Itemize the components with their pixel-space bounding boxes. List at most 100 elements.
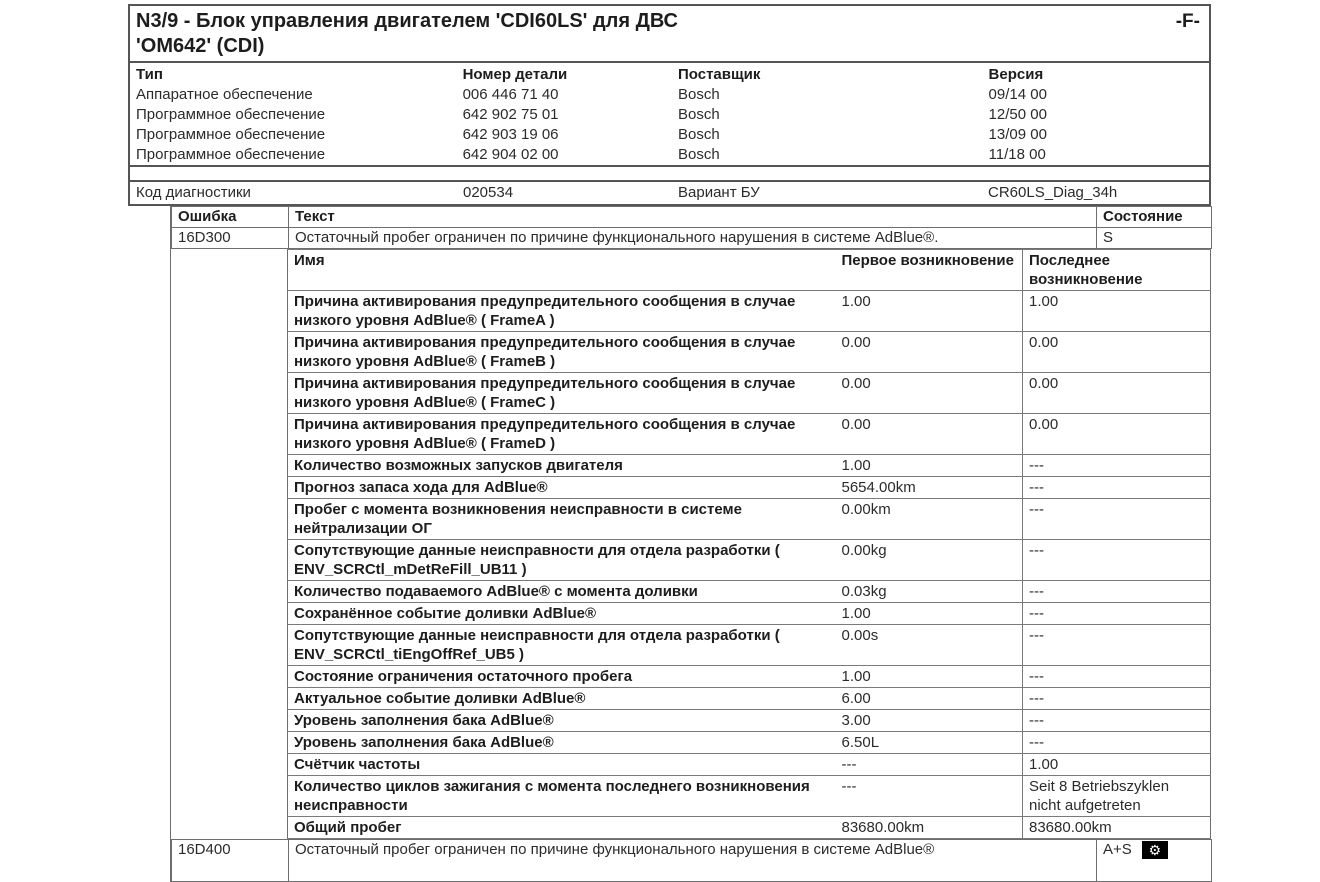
col-part-number: Номер детали <box>462 66 568 83</box>
env-row: Причина активирования предупредительного… <box>287 290 1211 332</box>
env-name: Пробег с момента возникновения неисправн… <box>287 498 836 540</box>
fault-row-16d400: 16D400 Остаточный пробег ограничен по пр… <box>171 839 1212 882</box>
env-last: --- <box>1022 580 1211 603</box>
env-row: Сопутствующие данные неисправности для о… <box>287 624 1211 666</box>
env-name: Сохранённое событие доливки AdBlue® <box>287 602 836 625</box>
env-last: 83680.00km <box>1022 816 1211 839</box>
env-first: 0.00kg <box>835 539 1023 581</box>
version-type: Программное обеспечение <box>136 126 326 143</box>
version-supplier: Bosch <box>677 86 720 103</box>
fault-header-row: Ошибка Текст Состояние <box>171 206 1212 228</box>
env-last: 1.00 <box>1022 753 1211 776</box>
fault-state-cell: A+S <box>1096 839 1212 882</box>
env-row: Прогноз запаса хода для AdBlue® 5654.00k… <box>287 476 1211 499</box>
version-version: 09/14 00 <box>988 86 1047 103</box>
env-first: 6.00 <box>835 687 1023 710</box>
version-part: 642 904 02 00 <box>462 146 559 163</box>
env-row: Общий пробег 83680.00km 83680.00km <box>287 816 1211 839</box>
env-first: 1.00 <box>835 602 1023 625</box>
version-row: Программное обеспечение 642 904 02 00 Bo… <box>129 145 1210 166</box>
env-last: --- <box>1022 539 1211 581</box>
page-title: N3/9 - Блок управления двигателем 'CDI60… <box>136 10 678 57</box>
env-table: Имя Первое возникновение Последнее возни… <box>287 249 1211 839</box>
env-last: 0.00 <box>1022 372 1211 414</box>
diag-code-label: Код диагностики <box>136 184 251 201</box>
env-name: Причина активирования предупредительного… <box>287 372 836 414</box>
version-supplier: Bosch <box>677 106 720 123</box>
version-part: 006 446 71 40 <box>462 86 559 103</box>
env-name: Количество возможных запусков двигателя <box>287 454 836 477</box>
env-last: --- <box>1022 602 1211 625</box>
env-row: Количество возможных запусков двигателя … <box>287 454 1211 477</box>
version-type: Аппаратное обеспечение <box>136 86 313 103</box>
env-name: Счётчик частоты <box>287 753 836 776</box>
fault-text: Остаточный пробег ограничен по причине ф… <box>288 839 1097 882</box>
env-row: Количество циклов зажигания с момента по… <box>287 775 1211 817</box>
env-first: 83680.00km <box>835 816 1023 839</box>
env-row: Сопутствующие данные неисправности для о… <box>287 539 1211 581</box>
col-type: Тип <box>136 66 163 83</box>
version-row: Программное обеспечение 642 903 19 06 Bo… <box>129 125 1210 145</box>
fault-table-continued: 16D400 Остаточный пробег ограничен по пр… <box>171 839 1212 882</box>
env-row: Актуальное событие доливки AdBlue® 6.00 … <box>287 687 1211 710</box>
version-part: 642 903 19 06 <box>462 126 559 143</box>
env-row: Уровень заполнения бака AdBlue® 3.00 --- <box>287 709 1211 732</box>
env-row: Причина активирования предупредительного… <box>287 413 1211 455</box>
env-row: Причина активирования предупредительного… <box>287 372 1211 414</box>
env-first: --- <box>835 775 1023 817</box>
version-version: 12/50 00 <box>988 106 1047 123</box>
fault-code: 16D400 <box>171 839 289 882</box>
env-name: Причина активирования предупредительного… <box>287 331 836 373</box>
env-first: --- <box>835 753 1023 776</box>
diag-code-value: 020534 <box>463 184 514 201</box>
env-name: Сопутствующие данные неисправности для о… <box>287 539 836 581</box>
env-name: Причина активирования предупредительного… <box>287 290 836 332</box>
env-name: Уровень заполнения бака AdBlue® <box>287 709 836 732</box>
fault-row-16d300: 16D300 Остаточный пробег ограничен по пр… <box>171 227 1212 249</box>
version-type: Программное обеспечение <box>136 146 326 163</box>
env-row: Счётчик частоты --- 1.00 <box>287 753 1211 776</box>
env-name: Общий пробег <box>287 816 836 839</box>
env-first: 0.03kg <box>835 580 1023 603</box>
env-first: 0.00 <box>835 372 1023 414</box>
env-first: 0.00 <box>835 331 1023 373</box>
version-part: 642 902 75 01 <box>462 106 559 123</box>
version-version: 11/18 00 <box>988 146 1046 163</box>
env-first: 0.00s <box>835 624 1023 666</box>
col-error: Ошибка <box>171 206 289 228</box>
env-last: --- <box>1022 624 1211 666</box>
version-supplier: Bosch <box>677 146 720 163</box>
env-last: 0.00 <box>1022 331 1211 373</box>
variant-value: CR60LS_Diag_34h <box>988 184 1118 201</box>
spacer <box>128 167 1211 180</box>
env-last: 0.00 <box>1022 413 1211 455</box>
env-first: 1.00 <box>835 290 1023 332</box>
version-row: Программное обеспечение 642 902 75 01 Bo… <box>129 105 1210 125</box>
col-state: Состояние <box>1096 206 1212 228</box>
fault-table: Ошибка Текст Состояние 16D300 Остаточный… <box>171 206 1212 249</box>
env-first: 1.00 <box>835 454 1023 477</box>
env-row: Сохранённое событие доливки AdBlue® 1.00… <box>287 602 1211 625</box>
env-first: 0.00km <box>835 498 1023 540</box>
col-supplier: Поставщик <box>677 66 761 83</box>
env-last: --- <box>1022 687 1211 710</box>
fault-text: Остаточный пробег ограничен по причине ф… <box>288 227 1097 249</box>
env-last: Seit 8 Betriebszyklen nicht aufgetreten <box>1022 775 1211 817</box>
env-last: --- <box>1022 454 1211 477</box>
env-row: Уровень заполнения бака AdBlue® 6.50L --… <box>287 731 1211 754</box>
env-name: Сопутствующие данные неисправности для о… <box>287 624 836 666</box>
env-last: --- <box>1022 665 1211 688</box>
env-first: 1.00 <box>835 665 1023 688</box>
env-name: Уровень заполнения бака AdBlue® <box>287 731 836 754</box>
fault-state: S <box>1096 227 1212 249</box>
env-row: Количество подаваемого AdBlue® с момента… <box>287 580 1211 603</box>
env-row: Причина активирования предупредительного… <box>287 331 1211 373</box>
version-version: 13/09 00 <box>988 126 1047 143</box>
env-last: --- <box>1022 709 1211 732</box>
col-first-occurrence: Первое возникновение <box>835 249 1023 291</box>
page-marker: -F- <box>1175 11 1200 32</box>
env-last: --- <box>1022 498 1211 540</box>
col-text: Текст <box>288 206 1097 228</box>
env-name: Количество циклов зажигания с момента по… <box>287 775 836 817</box>
env-first: 0.00 <box>835 413 1023 455</box>
